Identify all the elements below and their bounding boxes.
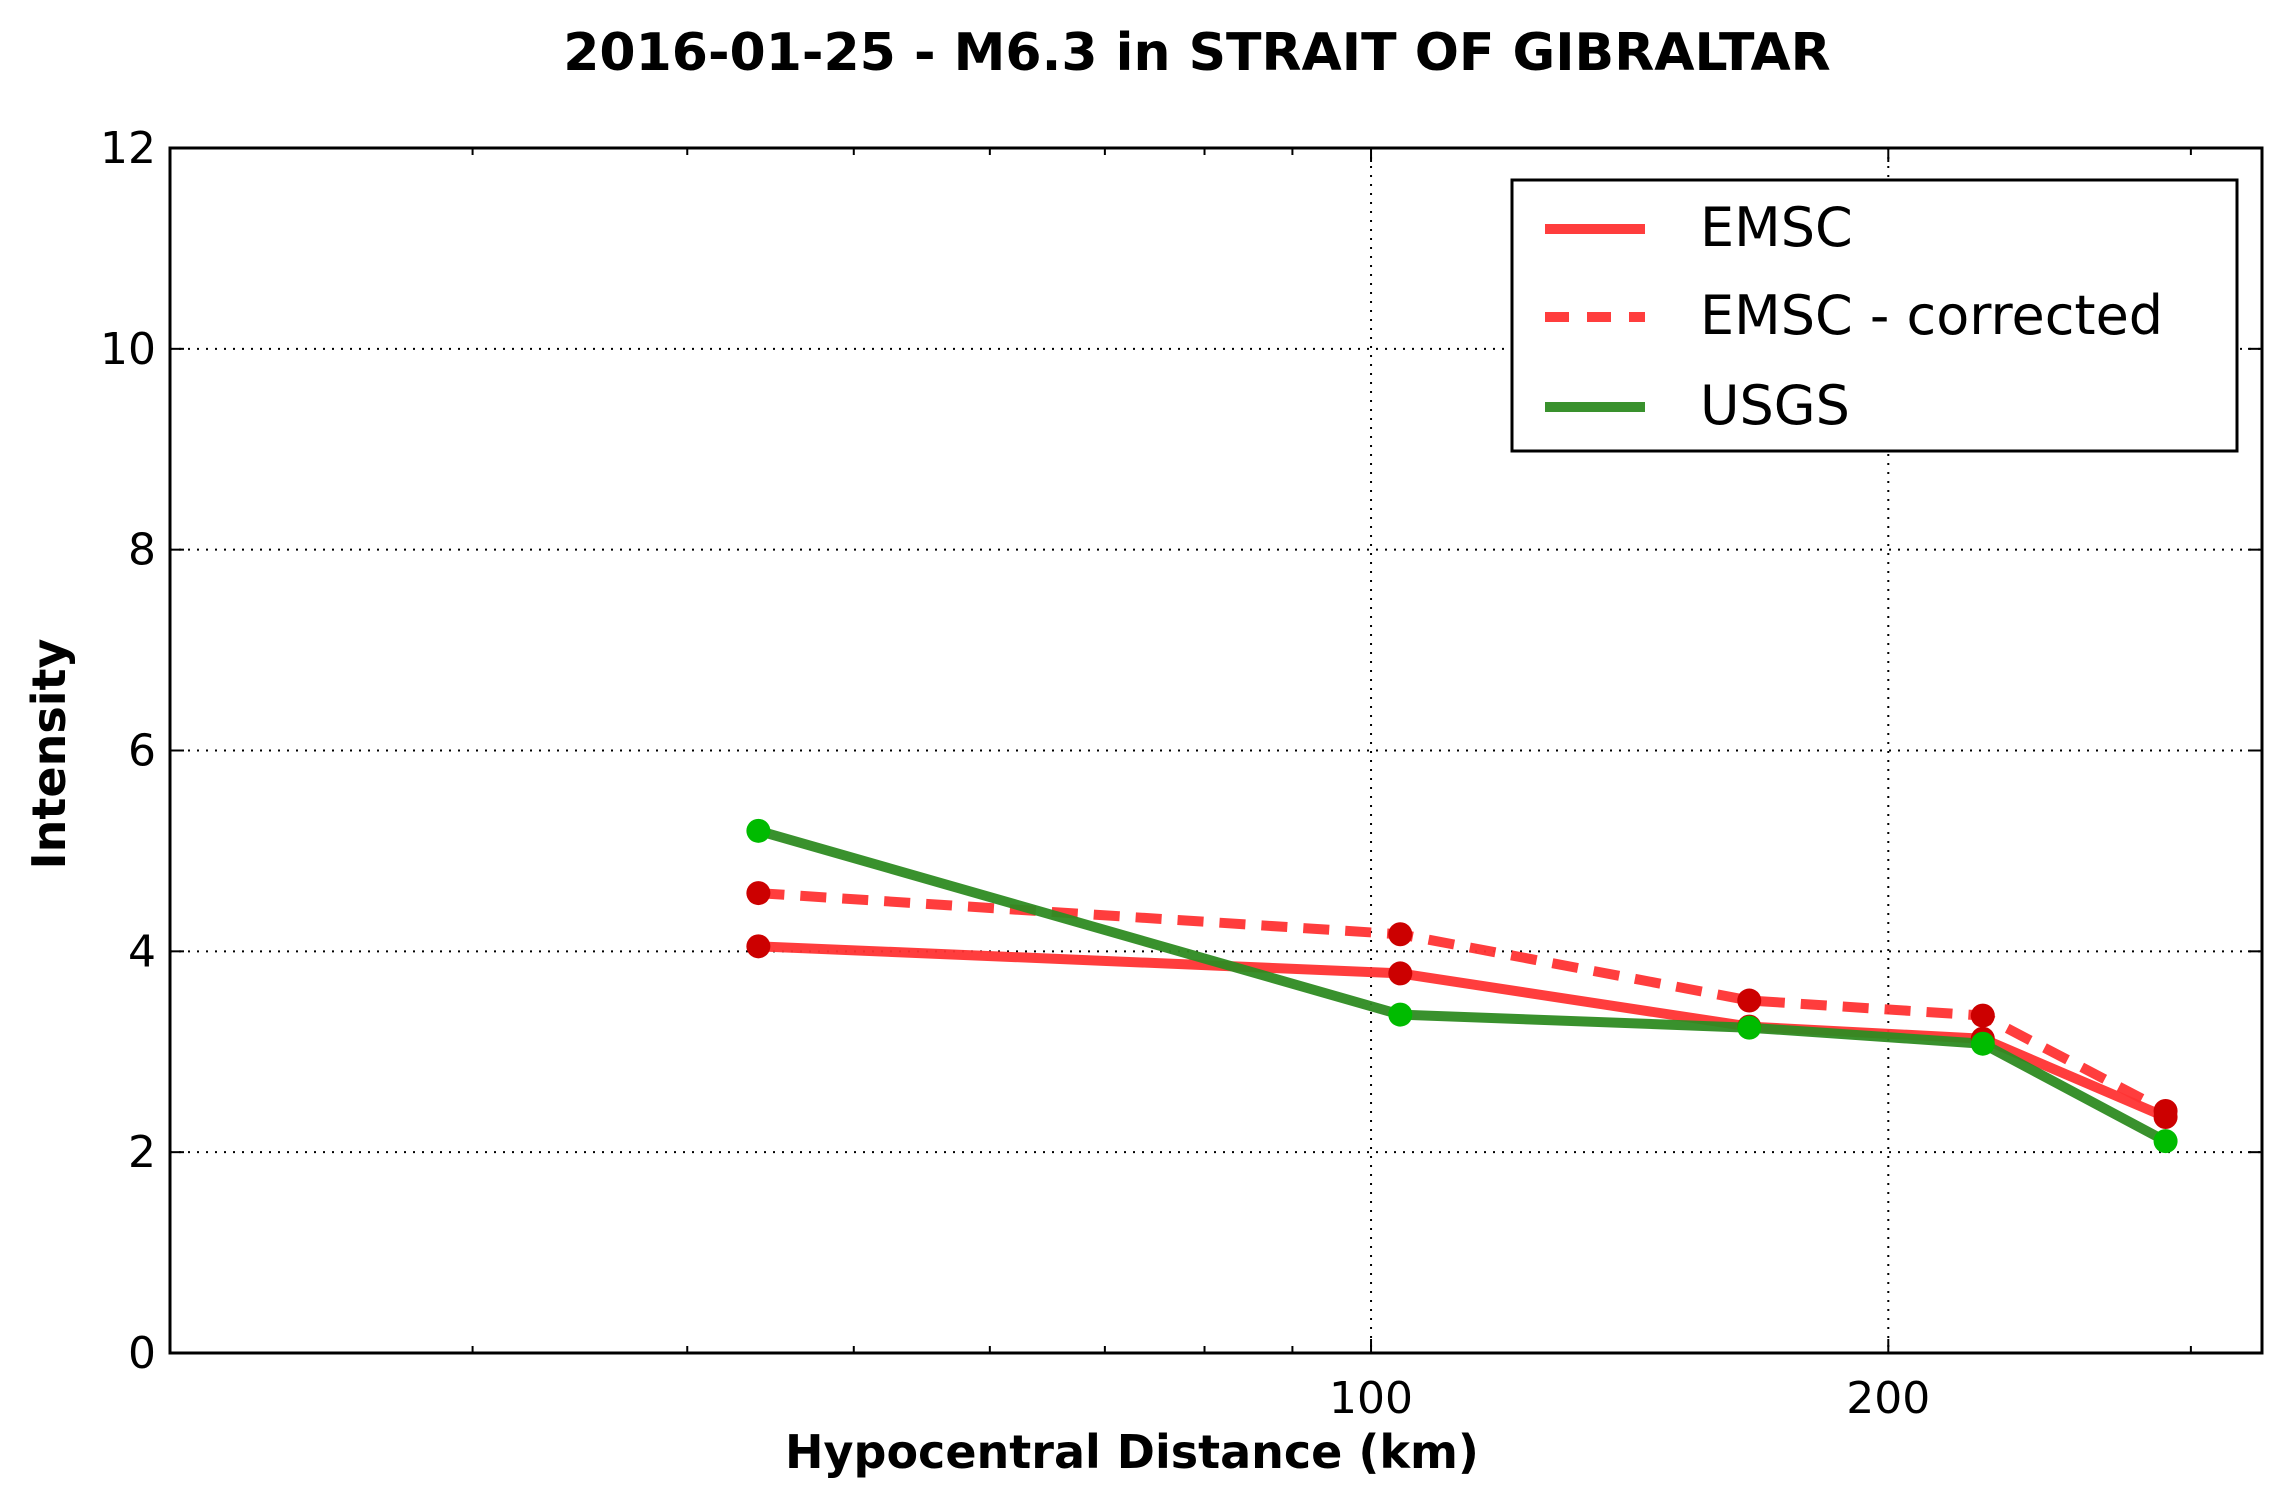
series-0-point [2153, 1105, 2178, 1130]
series-2-point [1388, 1002, 1413, 1027]
y-tick-label: 6 [128, 726, 156, 777]
legend-label-2: USGS [1700, 374, 1850, 437]
series-2-point [1737, 1015, 1762, 1040]
y-tick-label: 2 [128, 1127, 156, 1178]
y-tick-label: 4 [128, 926, 156, 977]
series-1-point [746, 881, 771, 906]
legend-label-0: EMSC [1700, 196, 1853, 259]
series-2-point [746, 818, 771, 843]
axis-ticks: 0 2 4 6 8 10 12 100 200 [100, 123, 2262, 1424]
x-tick-label: 100 [1329, 1373, 1413, 1424]
series-1-point [1737, 988, 1762, 1013]
chart-title: 2016-01-25 - M6.3 in STRAIT OF GIBRALTAR [563, 23, 1830, 83]
y-tick-label: 8 [128, 525, 156, 576]
y-axis-label: Intensity [22, 639, 76, 870]
series-2-point [2153, 1129, 2178, 1154]
series-2-point [1970, 1031, 1995, 1056]
y-tick-label: 0 [128, 1328, 156, 1379]
series-0-point [746, 934, 771, 959]
series-1-point [1388, 922, 1413, 947]
y-tick-label: 10 [100, 324, 156, 375]
series-line-0 [758, 941, 2168, 1122]
series-1-point [1970, 1003, 1995, 1028]
x-axis-label: Hypocentral Distance (km) [785, 1425, 1479, 1479]
x-tick-label: 200 [1846, 1373, 1930, 1424]
legend: EMSC EMSC - corrected USGS [1510, 178, 2239, 453]
series-line-1 [758, 888, 2168, 1116]
series-layer [746, 818, 2178, 1154]
series-0-point [1388, 961, 1413, 986]
legend-label-1: EMSC - corrected [1700, 284, 2163, 347]
y-tick-label: 12 [100, 123, 156, 174]
